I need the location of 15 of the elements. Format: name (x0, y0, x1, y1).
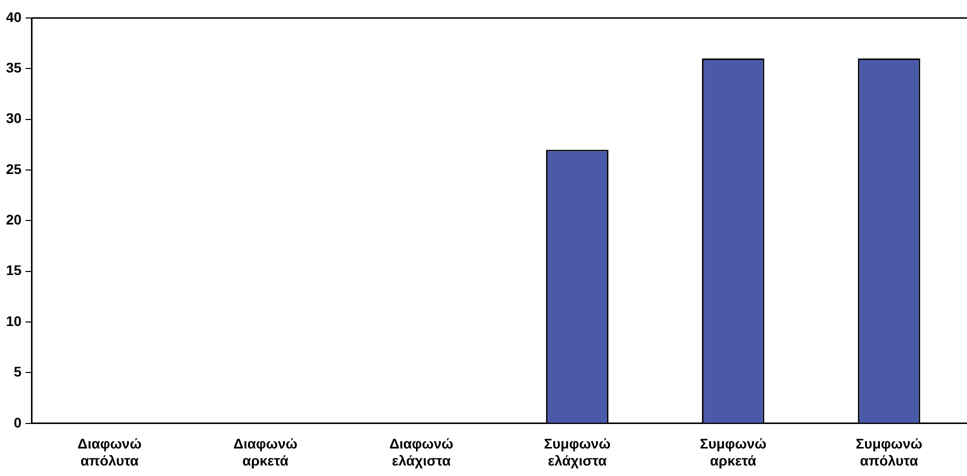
x-tick-label: Συμφωνώ απόλυτα (856, 436, 922, 468)
y-tick-label: 35 (6, 60, 22, 76)
y-tick-label: 15 (6, 262, 22, 278)
y-tick-label: 5 (14, 364, 22, 380)
x-tick-label: Συμφωνώ ελάχιστα (544, 436, 611, 468)
y-tick-label: 0 (14, 414, 22, 430)
x-tick-label: Διαφωνώ ελάχιστα (389, 436, 454, 468)
y-tick-label: 40 (6, 8, 22, 25)
y-tick-label: 20 (6, 212, 22, 228)
x-tick-label: Συμφωνώ αρκετά (700, 436, 767, 468)
x-tick-label: Διαφωνώ απόλυτα (78, 436, 142, 468)
x-tick-label: Διαφωνώ αρκετά (233, 436, 298, 468)
y-tick-label: 10 (6, 312, 22, 329)
y-tick-label: 25 (6, 160, 22, 177)
y-tick-label: 30 (6, 110, 22, 126)
